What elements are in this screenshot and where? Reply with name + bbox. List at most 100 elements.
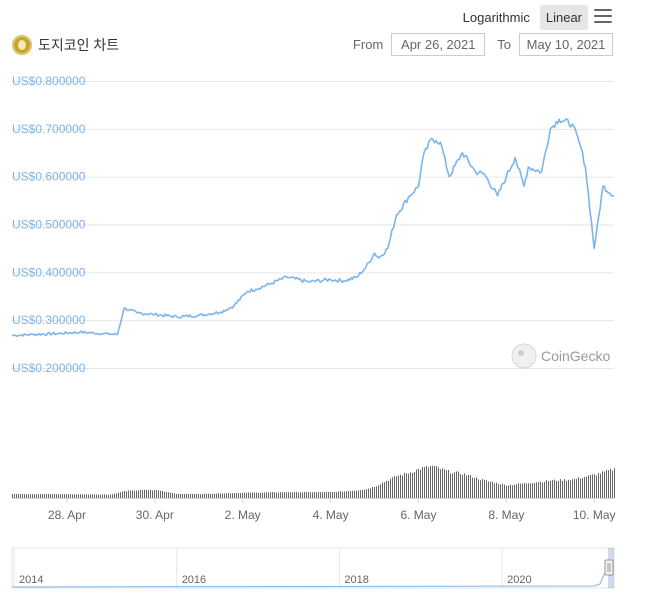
volume-bar — [562, 480, 563, 498]
volume-bar — [536, 482, 537, 498]
volume-bar — [346, 491, 347, 498]
volume-bar — [66, 494, 67, 498]
volume-bar — [104, 494, 105, 498]
volume-bar — [168, 492, 169, 498]
navigator[interactable] — [11, 547, 615, 589]
volume-bar — [238, 492, 239, 498]
volume-bar — [264, 492, 265, 498]
volume-bar — [158, 490, 159, 498]
volume-bar — [278, 492, 279, 498]
volume-bar — [614, 468, 615, 498]
volume-bar — [452, 473, 453, 498]
volume-bar — [428, 467, 429, 498]
volume-bar — [220, 493, 221, 498]
volume-bar — [60, 494, 61, 498]
volume-bar — [472, 477, 473, 498]
volume-bar — [524, 482, 525, 498]
volume-bar — [180, 493, 181, 498]
volume-bar — [132, 490, 133, 498]
volume-bar — [246, 492, 247, 498]
volume-bar — [198, 494, 199, 498]
y-tick-label: US$0.600000 — [12, 170, 86, 184]
volume-bar — [322, 492, 323, 498]
volume-bar — [484, 479, 485, 498]
volume-bar — [538, 482, 539, 498]
navigator-tick-label: 2014 — [19, 574, 43, 586]
volume-bar — [588, 475, 589, 498]
volume-bar — [404, 472, 405, 498]
volume-bar — [594, 474, 595, 498]
volume-bar — [270, 492, 271, 498]
volume-bar — [400, 474, 401, 498]
volume-bar — [144, 489, 145, 498]
volume-bar — [470, 474, 471, 498]
volume-bar — [280, 492, 281, 498]
volume-bar — [348, 491, 349, 498]
volume-bar — [126, 491, 127, 498]
volume-bar — [304, 491, 305, 498]
volume-bar — [464, 473, 465, 498]
logarithmic-button[interactable]: Logarithmic — [462, 10, 530, 25]
volume-bar — [24, 494, 25, 498]
volume-bar — [612, 470, 613, 498]
volume-bar — [316, 492, 317, 498]
volume-bar — [488, 481, 489, 498]
volume-bar — [44, 494, 45, 498]
volume-bar — [154, 489, 155, 498]
volume-bar — [336, 492, 337, 498]
volume-bar — [214, 493, 215, 498]
volume-bar — [334, 491, 335, 498]
volume-bar — [188, 494, 189, 498]
volume-bar — [590, 474, 591, 498]
volume-bar — [516, 484, 517, 498]
volume-bar — [216, 493, 217, 498]
volume-bar — [356, 490, 357, 498]
volume-bar — [544, 481, 545, 498]
volume-bar — [78, 494, 79, 498]
volume-bar — [64, 494, 65, 498]
volume-bar — [424, 467, 425, 498]
volume-bar — [376, 486, 377, 498]
volume-bar — [232, 493, 233, 498]
volume-bar — [90, 494, 91, 498]
x-tick-label: 4. May — [313, 508, 349, 522]
volume-bar — [218, 493, 219, 498]
hamburger-menu-icon[interactable] — [594, 9, 612, 23]
volume-bar — [68, 494, 69, 498]
volume-bar — [406, 473, 407, 498]
volume-bar — [116, 493, 117, 498]
volume-bar — [302, 492, 303, 498]
volume-bar — [576, 478, 577, 498]
volume-bar — [534, 482, 535, 498]
volume-bar — [192, 493, 193, 498]
x-tick-label: 30. Apr — [136, 508, 174, 522]
volume-bar — [122, 491, 123, 498]
volume-bar — [392, 477, 393, 498]
volume-bar — [492, 481, 493, 498]
x-tick-label: 2. May — [225, 508, 261, 522]
from-date-input[interactable]: Apr 26, 2021 — [391, 33, 486, 56]
volume-bar — [206, 493, 207, 498]
x-tick-label: 10. May — [573, 508, 616, 522]
volume-bar — [142, 489, 143, 498]
volume-bar — [138, 490, 139, 498]
volume-bar — [318, 491, 319, 498]
volume-bar — [172, 492, 173, 498]
volume-bar — [292, 492, 293, 498]
volume-bar — [486, 480, 487, 498]
volume-bar — [412, 472, 413, 498]
volume-bar — [408, 473, 409, 498]
volume-bar — [494, 483, 495, 498]
linear-button[interactable]: Linear — [539, 5, 588, 30]
volume-bar — [382, 482, 383, 498]
volume-bar — [162, 490, 163, 498]
volume-bar — [370, 488, 371, 498]
volume-bar — [170, 492, 171, 498]
navigator-tick-label: 2018 — [344, 574, 368, 586]
volume-bar — [290, 492, 291, 498]
volume-bar — [396, 476, 397, 498]
volume-bar — [12, 493, 13, 498]
navigator-handle[interactable] — [604, 559, 614, 576]
volume-bar — [606, 469, 607, 498]
to-date-input[interactable]: May 10, 2021 — [519, 33, 613, 56]
